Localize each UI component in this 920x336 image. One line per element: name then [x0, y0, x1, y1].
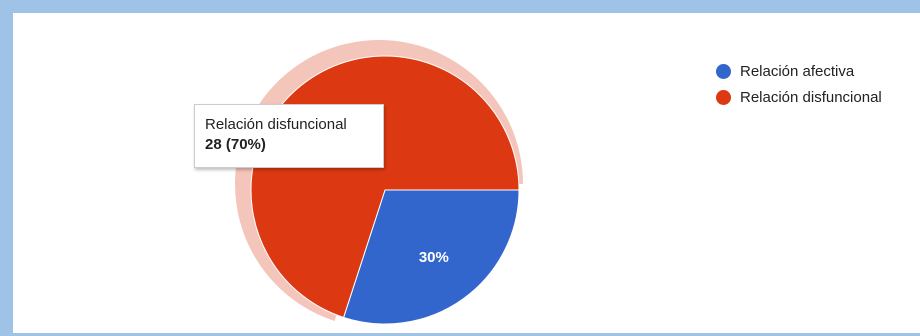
legend-label-relacion-afectiva: Relación afectiva — [740, 62, 855, 80]
legend-swatch-relacion-disfuncional — [716, 89, 731, 105]
tooltip-label: Relación disfuncional — [205, 116, 347, 133]
slice-tooltip: Relación disfuncional 28 (70%) — [194, 104, 384, 168]
pie-slice-relacion-afectiva[interactable] — [342, 189, 520, 325]
legend-swatch-relacion-afectiva — [716, 63, 731, 79]
legend-item-relacion-afectiva[interactable]: Relación afectiva — [716, 58, 882, 84]
legend-item-relacion-disfuncional[interactable]: Relación disfuncional — [716, 84, 882, 110]
legend-label-relacion-disfuncional: Relación disfuncional — [740, 88, 882, 106]
slice-label-relacion-afectiva: 30% — [419, 249, 449, 266]
tooltip-value: 28 (70%) — [205, 136, 266, 153]
chart-legend: Relación afectiva Relación disfuncional — [716, 58, 882, 110]
